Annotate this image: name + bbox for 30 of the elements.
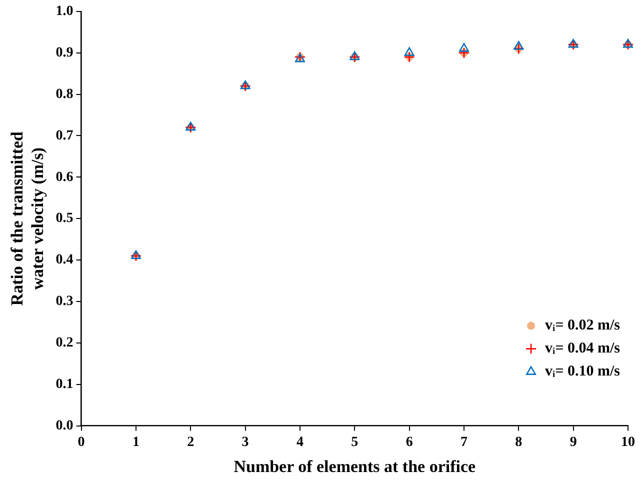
x-tick-label: 5 — [351, 434, 358, 450]
y-tick-label: 0.5 — [56, 211, 74, 226]
x-tick-label: 2 — [187, 434, 194, 450]
x-tick-label: 0 — [78, 434, 85, 450]
y-tick-label: 0.7 — [56, 128, 74, 144]
legend-label: vᵢ= 0.10 m/s — [545, 364, 620, 380]
y-tick-label: 0.2 — [56, 336, 74, 351]
x-tick-label: 9 — [570, 434, 577, 450]
text: 1.0 — [56, 4, 74, 20]
y-tick-label: 0.8 — [56, 86, 74, 102]
point — [404, 47, 414, 56]
y-tick-label: 0.4 — [56, 252, 74, 268]
x-tick-label: 7 — [460, 434, 468, 450]
x-tick-label: 1 — [132, 434, 140, 450]
x-tick-label: 4 — [296, 434, 304, 450]
point — [514, 40, 524, 50]
y-tick-label: 0.3 — [56, 294, 74, 310]
legend-label: vᵢ= 0.04 m/s — [545, 340, 620, 357]
x-tick-label: 6 — [406, 434, 413, 450]
y-axis-title: Ratio of the transmitted water velocity (m/s) — [8, 130, 47, 306]
y-tick-label: 0.9 — [56, 45, 74, 60]
text: 0.0 — [56, 418, 74, 434]
y-tick-label: 0.1 — [56, 376, 74, 392]
legend-label: vᵢ= 0.02 m/s — [545, 318, 620, 334]
point — [459, 43, 469, 52]
y-tick-label: 0.6 — [56, 170, 74, 185]
x-axis-title: Number of elements at the orifice — [234, 457, 476, 476]
x-tick-label: 3 — [242, 434, 249, 450]
x-tick-label: 8 — [515, 434, 522, 450]
x-tick-label: 10 — [621, 434, 635, 450]
